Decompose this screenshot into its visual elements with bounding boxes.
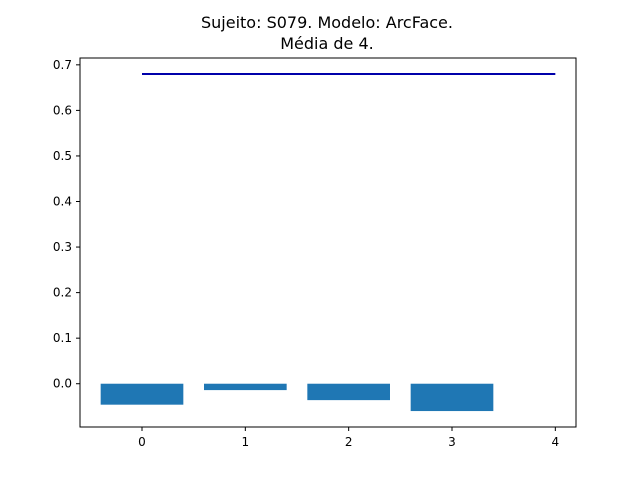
bar-3	[410, 383, 494, 412]
bars	[100, 383, 494, 412]
y-tick-label-3: 0.3	[53, 240, 72, 254]
y-tick-label-4: 0.4	[53, 195, 72, 209]
bar-2	[307, 383, 390, 401]
y-axis-ticks: 0.0 0.1 0.2 0.3 0.4 0.5 0.6 0.7	[53, 58, 80, 391]
y-tick-label-0: 0.0	[53, 377, 72, 391]
bar-0	[100, 383, 184, 405]
x-tick-label-3: 3	[448, 435, 456, 449]
chart-title-line-1: Sujeito: S079. Modelo: ArcFace.	[201, 13, 453, 32]
x-axis-ticks: 0 1 2 3 4	[138, 427, 559, 449]
y-tick-label-2: 0.2	[53, 286, 72, 300]
plot-frame	[79, 57, 577, 428]
y-tick-label-1: 0.1	[53, 331, 72, 345]
x-tick-label-4: 4	[552, 435, 560, 449]
y-tick-label-7: 0.7	[53, 58, 72, 72]
x-tick-label-0: 0	[138, 435, 146, 449]
x-tick-label-2: 2	[345, 435, 353, 449]
y-tick-label-5: 0.5	[53, 149, 72, 163]
bar-1	[204, 383, 287, 391]
chart-title-line-2: Média de 4.	[280, 34, 374, 53]
x-tick-label-1: 1	[242, 435, 250, 449]
y-tick-label-6: 0.6	[53, 103, 72, 117]
